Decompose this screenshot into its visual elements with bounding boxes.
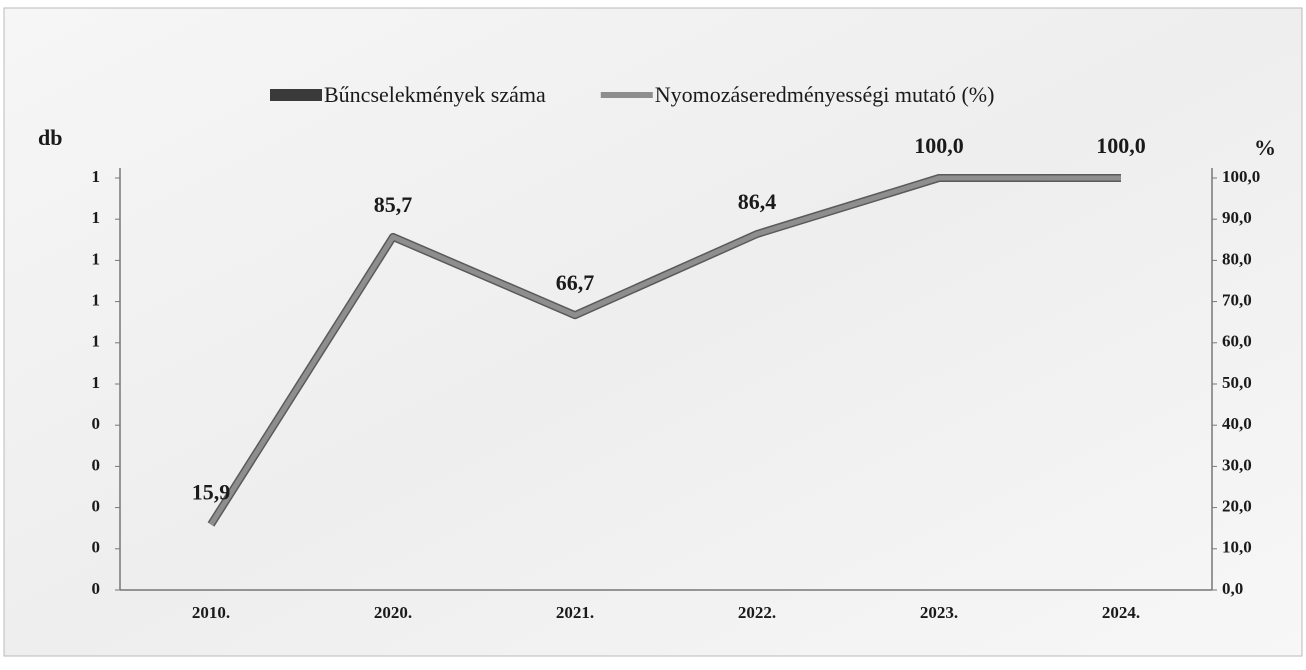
y-axis-title: db [38, 125, 62, 150]
chart: db % 000001111110,010,020,030,040,050,06… [0, 0, 1306, 670]
y2-tick-label: 70,0 [1222, 291, 1252, 310]
data-label: 100,0 [914, 133, 964, 158]
x-tick-label: 2024. [1102, 603, 1140, 622]
y-tick-label: 1 [92, 291, 101, 310]
y2-tick-label: 100,0 [1222, 167, 1260, 186]
y2-tick-label: 80,0 [1222, 249, 1252, 268]
x-tick-label: 2021. [556, 603, 594, 622]
page: db % 000001111110,010,020,030,040,050,06… [0, 0, 1306, 670]
data-label: 15,9 [192, 480, 231, 505]
data-label: 100,0 [1096, 133, 1146, 158]
x-tick-label: 2023. [920, 603, 958, 622]
y-tick-label: 0 [92, 538, 101, 557]
y2-tick-label: 20,0 [1222, 497, 1252, 516]
y-tick-label: 1 [92, 373, 101, 392]
y2-tick-label: 10,0 [1222, 538, 1252, 557]
y2-tick-label: 90,0 [1222, 208, 1252, 227]
y-tick-label: 1 [92, 249, 101, 268]
y-tick-label: 0 [92, 414, 101, 433]
y2-tick-label: 50,0 [1222, 373, 1252, 392]
legend-label: Bűncselekmények száma [324, 82, 546, 107]
x-tick-label: 2020. [374, 603, 412, 622]
data-label: 85,7 [374, 192, 413, 217]
y2-axis-title: % [1254, 135, 1276, 160]
y-tick-label: 0 [92, 497, 101, 516]
y-tick-label: 0 [92, 455, 101, 474]
y2-tick-label: 0,0 [1222, 579, 1243, 598]
x-tick-label: 2010. [192, 603, 230, 622]
x-tick-label: 2022. [738, 603, 776, 622]
y2-tick-label: 30,0 [1222, 455, 1252, 474]
y-tick-label: 1 [92, 332, 101, 351]
legend-swatch [270, 89, 322, 101]
data-label: 66,7 [556, 270, 595, 295]
data-label: 86,4 [738, 189, 777, 214]
legend-label: Nyomozáseredményességi mutató (%) [655, 82, 995, 107]
y2-tick-label: 40,0 [1222, 414, 1252, 433]
y-tick-label: 1 [92, 167, 101, 186]
y-tick-label: 0 [92, 579, 101, 598]
chart-frame [4, 8, 1302, 656]
y2-tick-label: 60,0 [1222, 332, 1252, 351]
y-tick-label: 1 [92, 208, 101, 227]
